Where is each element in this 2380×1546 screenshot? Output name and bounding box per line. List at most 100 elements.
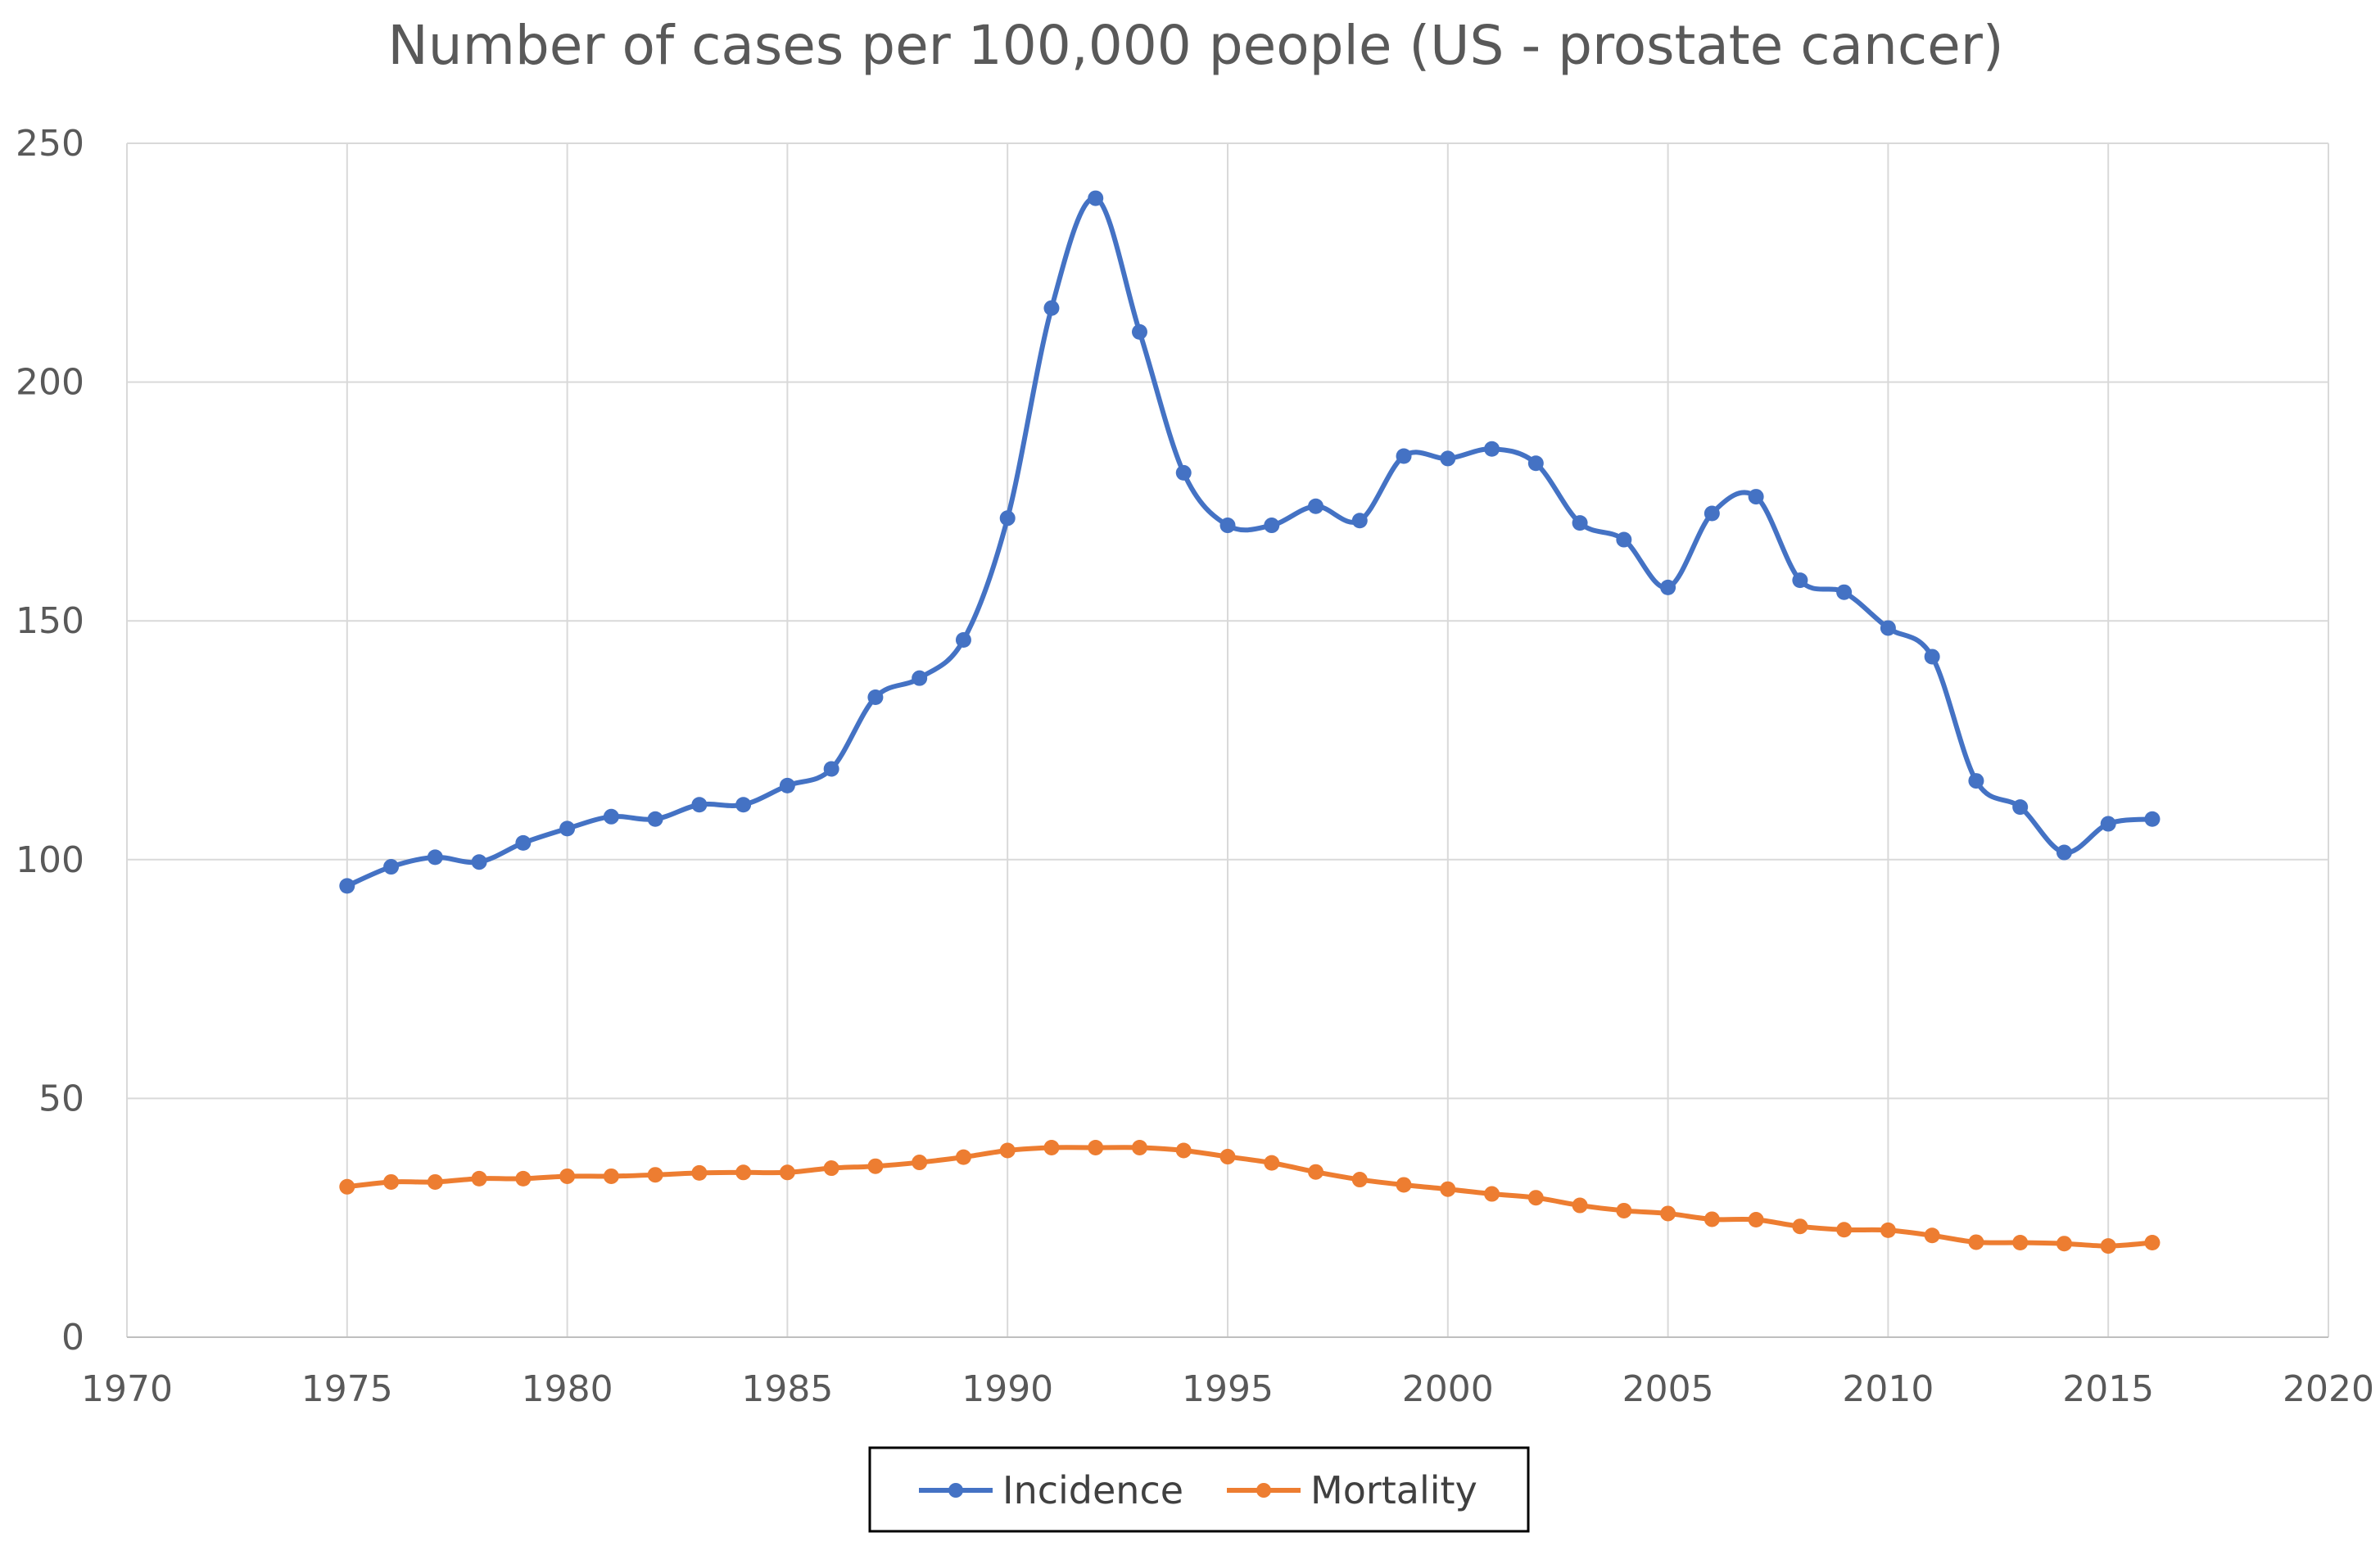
legend-label-mortality: Mortality xyxy=(1310,1468,1477,1512)
y-tick-label: 50 xyxy=(38,1078,84,1119)
data-point-incidence-1976 xyxy=(383,859,400,875)
series-mortality xyxy=(339,1139,2161,1254)
axes: 0 50 100 150 200 250 1970 1975 1980 1985 1990 1995 2… xyxy=(16,123,2374,1410)
data-point-mortality-2003 xyxy=(1572,1197,1588,1214)
data-point-mortality-1985 xyxy=(779,1164,795,1181)
data-point-incidence-2000 xyxy=(1440,450,1456,467)
data-point-incidence-1984 xyxy=(735,797,752,813)
x-tick-label: 2015 xyxy=(2062,1368,2154,1410)
data-point-mortality-1997 xyxy=(1308,1164,1324,1180)
data-point-mortality-2013 xyxy=(2012,1235,2029,1251)
data-point-mortality-2008 xyxy=(1792,1218,1808,1235)
data-point-mortality-2005 xyxy=(1660,1205,1676,1222)
series-incidence xyxy=(339,190,2161,894)
data-point-incidence-1997 xyxy=(1308,498,1324,514)
data-point-incidence-1999 xyxy=(1396,448,1412,464)
data-point-incidence-1975 xyxy=(339,878,355,894)
x-tick-label: 2000 xyxy=(1402,1368,1494,1410)
x-tick-label: 1980 xyxy=(522,1368,613,1410)
data-point-incidence-2003 xyxy=(1572,515,1588,531)
data-point-mortality-1983 xyxy=(691,1164,708,1181)
data-point-incidence-1995 xyxy=(1219,518,1236,534)
data-point-mortality-1977 xyxy=(427,1173,443,1190)
data-point-mortality-2016 xyxy=(2144,1235,2161,1251)
gridlines xyxy=(126,142,2329,1337)
data-point-incidence-1983 xyxy=(691,797,708,813)
data-point-incidence-2006 xyxy=(1704,505,1720,522)
data-point-incidence-1989 xyxy=(955,632,971,649)
data-point-incidence-1977 xyxy=(427,849,443,866)
data-point-mortality-1999 xyxy=(1396,1177,1412,1193)
x-tick-label: 1995 xyxy=(1182,1368,1274,1410)
data-point-incidence-2014 xyxy=(2056,844,2072,861)
data-point-mortality-1982 xyxy=(647,1167,663,1183)
data-point-incidence-2008 xyxy=(1792,572,1808,589)
legend-label-incidence: Incidence xyxy=(1002,1468,1183,1512)
data-point-incidence-1996 xyxy=(1264,518,1280,534)
series-group xyxy=(339,190,2161,1254)
data-point-mortality-1993 xyxy=(1131,1139,1147,1155)
data-point-mortality-2011 xyxy=(1924,1227,1940,1244)
data-point-mortality-2009 xyxy=(1836,1222,1853,1238)
data-point-mortality-1996 xyxy=(1264,1155,1280,1171)
legend-swatch-marker-mortality xyxy=(1256,1483,1271,1498)
data-point-incidence-2012 xyxy=(1968,773,1984,789)
data-point-mortality-2002 xyxy=(1527,1190,1544,1206)
data-point-mortality-1992 xyxy=(1088,1139,1104,1155)
data-point-incidence-1985 xyxy=(779,777,795,793)
data-point-incidence-2015 xyxy=(2100,816,2116,832)
data-point-incidence-1981 xyxy=(603,808,619,825)
data-point-incidence-1993 xyxy=(1131,323,1147,340)
y-tick-label: 0 xyxy=(61,1317,84,1358)
data-point-incidence-2007 xyxy=(1748,489,1764,505)
data-point-incidence-2011 xyxy=(1924,649,1940,665)
data-point-mortality-1984 xyxy=(735,1164,752,1181)
legend-item-incidence: Incidence xyxy=(919,1468,1183,1512)
data-point-incidence-2010 xyxy=(1880,620,1896,636)
data-point-incidence-1986 xyxy=(823,761,839,777)
legend: Incidence Mortality xyxy=(868,1446,1530,1533)
data-point-mortality-2000 xyxy=(1440,1181,1456,1197)
data-point-mortality-2001 xyxy=(1484,1186,1500,1202)
data-point-incidence-2016 xyxy=(2144,811,2161,827)
data-point-incidence-2009 xyxy=(1836,584,1853,600)
data-point-incidence-2013 xyxy=(2012,799,2029,816)
y-tick-label: 200 xyxy=(16,362,84,404)
data-point-incidence-2001 xyxy=(1484,441,1500,457)
data-point-incidence-1994 xyxy=(1175,464,1192,481)
x-tick-label: 1975 xyxy=(301,1368,393,1410)
data-point-incidence-1978 xyxy=(471,854,487,870)
data-point-mortality-2012 xyxy=(1968,1234,1984,1250)
data-point-mortality-1994 xyxy=(1175,1142,1192,1159)
data-point-incidence-2005 xyxy=(1660,579,1676,595)
data-point-incidence-1987 xyxy=(867,689,884,706)
data-point-mortality-1991 xyxy=(1043,1139,1060,1155)
y-tick-label: 250 xyxy=(16,123,84,165)
data-point-incidence-1980 xyxy=(559,820,576,837)
data-point-mortality-2004 xyxy=(1616,1202,1632,1218)
x-tick-label: 1970 xyxy=(81,1368,173,1410)
data-point-incidence-1979 xyxy=(515,834,532,851)
data-point-mortality-1986 xyxy=(823,1160,839,1177)
data-point-incidence-1990 xyxy=(999,510,1016,527)
data-point-mortality-2014 xyxy=(2056,1236,2072,1252)
data-point-incidence-1998 xyxy=(1351,513,1368,529)
data-point-incidence-1992 xyxy=(1088,190,1104,206)
x-tick-label: 2010 xyxy=(1842,1368,1934,1410)
data-point-mortality-1976 xyxy=(383,1173,400,1190)
data-point-incidence-1982 xyxy=(647,811,663,827)
data-point-mortality-1980 xyxy=(559,1168,576,1184)
legend-item-mortality: Mortality xyxy=(1227,1468,1477,1512)
x-tick-label: 2005 xyxy=(1622,1368,1714,1410)
data-point-mortality-2006 xyxy=(1704,1211,1720,1227)
chart-title: Number of cases per 100,000 people (US -… xyxy=(387,14,2003,77)
data-point-incidence-1988 xyxy=(912,670,928,686)
data-point-mortality-1990 xyxy=(999,1142,1016,1159)
data-point-incidence-2004 xyxy=(1616,531,1632,548)
data-point-mortality-1981 xyxy=(603,1168,619,1184)
y-tick-label: 150 xyxy=(16,600,84,642)
x-tick-label: 1990 xyxy=(962,1368,1053,1410)
